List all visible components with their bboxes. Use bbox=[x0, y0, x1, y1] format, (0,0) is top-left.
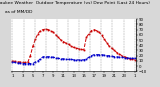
Text: Milwaukee Weather  Outdoor Temperature (vs) Dew Point (Last 24 Hours): Milwaukee Weather Outdoor Temperature (v… bbox=[0, 1, 150, 5]
Text: as of MM/DD: as of MM/DD bbox=[5, 10, 32, 14]
